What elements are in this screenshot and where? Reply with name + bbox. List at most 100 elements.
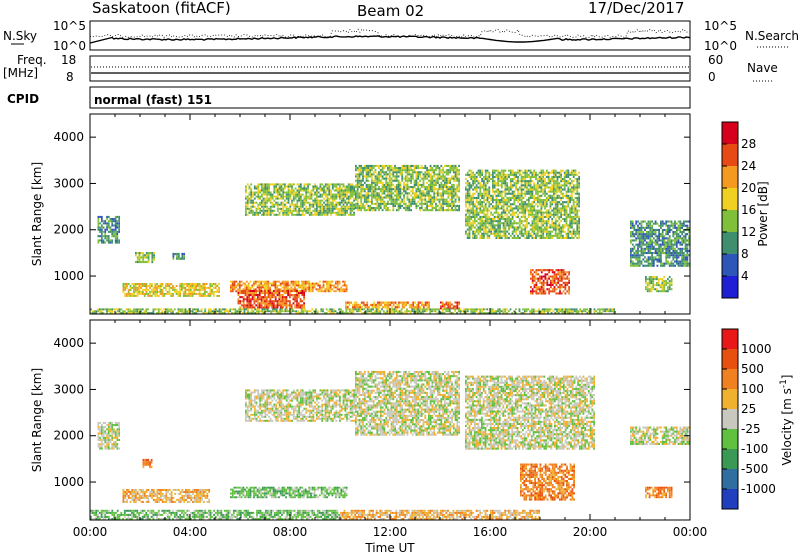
- echo-cell: [578, 230, 580, 233]
- echo-cell: [436, 192, 439, 195]
- echo-cell: [551, 269, 554, 272]
- echo-cell: [246, 306, 249, 309]
- echo-cell: [351, 201, 354, 204]
- echo-cell: [133, 294, 135, 297]
- echo-cell: [572, 171, 575, 174]
- echo-cell: [369, 167, 371, 170]
- echo-cell: [493, 192, 496, 195]
- echo-cell: [158, 290, 160, 293]
- echo-cell: [544, 190, 546, 193]
- echo-cell: [479, 199, 482, 202]
- echo-cell: [569, 182, 571, 185]
- echo-cell: [447, 169, 450, 172]
- echo-cell: [307, 183, 309, 186]
- echo-cell: [553, 194, 555, 197]
- echo-cell: [287, 193, 290, 196]
- echo-cell: [272, 280, 275, 283]
- echo-cell: [356, 183, 359, 186]
- echo-cell: [422, 173, 425, 176]
- echo-cell: [535, 281, 538, 284]
- echo-cell: [321, 213, 324, 216]
- echo-cell: [631, 260, 634, 263]
- echo-cell: [429, 196, 432, 199]
- echo-cell: [444, 202, 446, 205]
- echo-cell: [569, 190, 571, 193]
- echo-cell: [113, 232, 115, 235]
- echo-cell: [465, 199, 467, 202]
- echo-cell: [576, 192, 579, 195]
- echo-cell: [271, 211, 274, 214]
- echo-cell: [145, 254, 148, 257]
- echo-cell: [502, 169, 505, 172]
- echo-cell: [493, 207, 496, 210]
- echo-cell: [259, 209, 261, 212]
- echo-cell: [376, 204, 379, 207]
- echo-cell: [357, 306, 360, 309]
- echo-cell: [189, 288, 192, 291]
- echo-cell: [509, 213, 512, 216]
- echo-cell: [540, 194, 543, 197]
- echo-cell: [340, 213, 343, 216]
- echo-cell: [278, 213, 281, 216]
- echo-cell: [638, 254, 641, 257]
- echo-cell: [270, 282, 273, 285]
- echo-cell: [559, 288, 561, 291]
- echo-cell: [527, 196, 530, 199]
- echo-cell: [321, 209, 324, 212]
- echo-cell: [172, 292, 174, 295]
- echo-cell: [353, 187, 355, 190]
- echo-cell: [660, 254, 662, 257]
- echo-cell: [547, 211, 550, 214]
- echo-cell: [151, 254, 154, 257]
- echo-cell: [481, 169, 483, 172]
- echo-cell: [576, 196, 579, 199]
- echo-cell: [246, 195, 249, 198]
- echo-cell: [524, 209, 527, 212]
- echo-cell: [420, 194, 423, 197]
- echo-cell: [330, 191, 332, 194]
- echo-cell: [261, 205, 263, 208]
- echo-cell: [472, 175, 474, 178]
- echo-cell: [276, 304, 279, 307]
- echo-cell: [660, 245, 662, 248]
- echo-cell: [442, 190, 444, 193]
- echo-cell: [283, 290, 286, 293]
- echo-cell: [536, 205, 539, 208]
- echo-cell: [574, 188, 577, 191]
- echo-cell: [531, 277, 534, 280]
- echo-cell: [264, 306, 266, 309]
- echo-cell: [280, 209, 283, 212]
- echo-cell: [640, 231, 643, 234]
- echo-cell: [644, 264, 646, 267]
- echo-cell: [660, 247, 662, 250]
- echo-cell: [542, 188, 545, 191]
- echo-cell: [649, 222, 652, 225]
- echo-cell: [513, 192, 516, 195]
- echo-cell: [298, 211, 300, 214]
- echo-cell: [544, 273, 547, 276]
- echo-cell: [379, 181, 382, 184]
- echo-cell: [198, 294, 201, 297]
- echo-cell: [324, 185, 327, 188]
- echo-cell: [276, 280, 279, 283]
- echo-cell: [548, 275, 550, 278]
- echo-cell: [428, 179, 430, 182]
- echo-cell: [303, 199, 306, 202]
- echo-cell: [337, 193, 340, 196]
- echo-cell: [195, 292, 197, 295]
- echo-cell: [445, 190, 448, 193]
- echo-cell: [474, 182, 476, 185]
- echo-cell: [353, 303, 356, 307]
- echo-cell: [381, 171, 384, 174]
- echo-cell: [574, 215, 577, 218]
- echo-cell: [479, 207, 482, 210]
- echo-cell: [576, 186, 579, 189]
- echo-cell: [335, 207, 338, 210]
- echo-cell: [408, 179, 411, 182]
- echo-cell: [252, 209, 254, 212]
- echo-cell: [307, 185, 309, 188]
- echo-cell: [406, 207, 409, 210]
- echo-cell: [424, 186, 427, 189]
- echo-cell: [394, 175, 396, 178]
- echo-cell: [647, 260, 650, 263]
